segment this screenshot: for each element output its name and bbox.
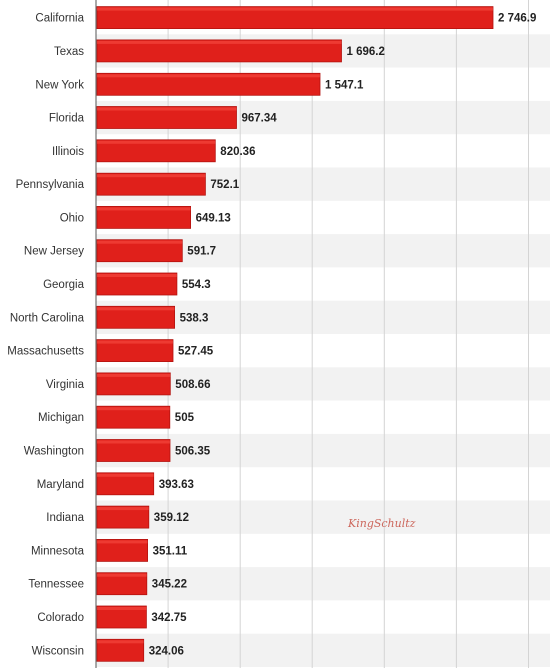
category-label: Florida [49,113,85,125]
category-label: Indiana [46,512,84,524]
bar-highlight [97,573,147,577]
category-label: California [35,13,84,25]
category-label: Minnesota [31,545,85,557]
value-label: 752.1 [210,179,239,191]
category-label: North Carolina [10,312,85,324]
category-label: New Jersey [24,246,84,258]
value-label: 505 [175,412,195,424]
bar [96,638,145,662]
value-label: 2 746.9 [498,13,536,25]
value-label: 820.36 [220,146,255,158]
bar [96,505,150,529]
category-label: Colorado [37,612,84,624]
bar-highlight [97,40,342,44]
value-label: 324.06 [149,645,184,657]
category-label: Texas [54,46,84,58]
bar-highlight [97,240,183,244]
row-band [96,367,550,401]
value-label: 967.34 [242,113,278,125]
bar-highlight [97,373,171,377]
category-label: New York [35,79,84,91]
bar [96,6,494,29]
value-label: 538.3 [180,312,209,324]
bar [96,405,171,429]
bar [96,205,191,229]
bar [96,572,148,596]
category-labels: California Texas New York Florida Illinois Pe… [7,13,84,658]
value-label: 649.13 [196,212,231,224]
row-band [96,433,550,468]
bar [96,539,148,562]
bar [96,72,321,96]
bar-highlight [97,440,170,444]
bar [96,605,147,629]
value-label: 393.63 [159,479,194,491]
bar [96,106,237,129]
bar-highlight [97,107,237,111]
bar [96,439,171,462]
bar [96,372,171,396]
category-label: Wisconsin [32,645,84,657]
category-label: Ohio [60,212,84,224]
bar [96,305,175,329]
value-label: 351.11 [153,545,188,557]
bar-highlight [97,640,144,644]
value-label: 554.3 [182,279,211,291]
bar-highlight [97,140,216,144]
row-band [96,567,550,601]
bar-highlight [97,174,206,178]
bar-highlight [97,7,493,11]
bar-highlight [97,540,148,544]
value-label: 506.35 [175,446,211,458]
bar-highlight [97,340,173,344]
category-label: Tennessee [28,579,84,591]
row-band [96,500,550,534]
bar [96,239,183,263]
bar-highlight [97,607,147,610]
value-label: 1 547.1 [325,79,364,91]
value-label: 345.22 [152,579,187,591]
bar [96,172,206,196]
category-label: Virginia [46,379,85,391]
category-label: Washington [24,446,84,458]
category-label: Maryland [37,479,84,491]
category-label: Pennsylvania [16,179,85,191]
bar-highlight [97,74,320,78]
value-label: 342.75 [151,612,187,624]
value-label: 359.12 [154,512,189,524]
bar [96,339,174,363]
value-label: 591.7 [187,246,216,258]
bar [96,39,342,63]
row-band [96,633,550,667]
value-label: 1 696.2 [347,46,385,58]
bar [96,272,178,296]
category-label: Michigan [38,412,84,424]
value-label: 527.45 [178,346,214,358]
bar-highlight [97,274,177,277]
bar-highlight [97,207,191,211]
bar-highlight [97,307,175,311]
category-label: Georgia [43,279,85,291]
watermark-text: KingSchultz [347,517,416,530]
bar-highlight [97,473,154,477]
bar-highlight [97,507,149,511]
bar [96,139,216,163]
bar-highlight [97,407,170,411]
bar [96,472,155,496]
category-label: Massachusetts [7,346,84,358]
category-label: Illinois [52,146,84,158]
value-labels: 2 746.9 1 696.2 1 547.1 967.34 820.36 752.1 64… [149,13,537,658]
bars [96,6,494,662]
value-label: 508.66 [175,379,210,391]
